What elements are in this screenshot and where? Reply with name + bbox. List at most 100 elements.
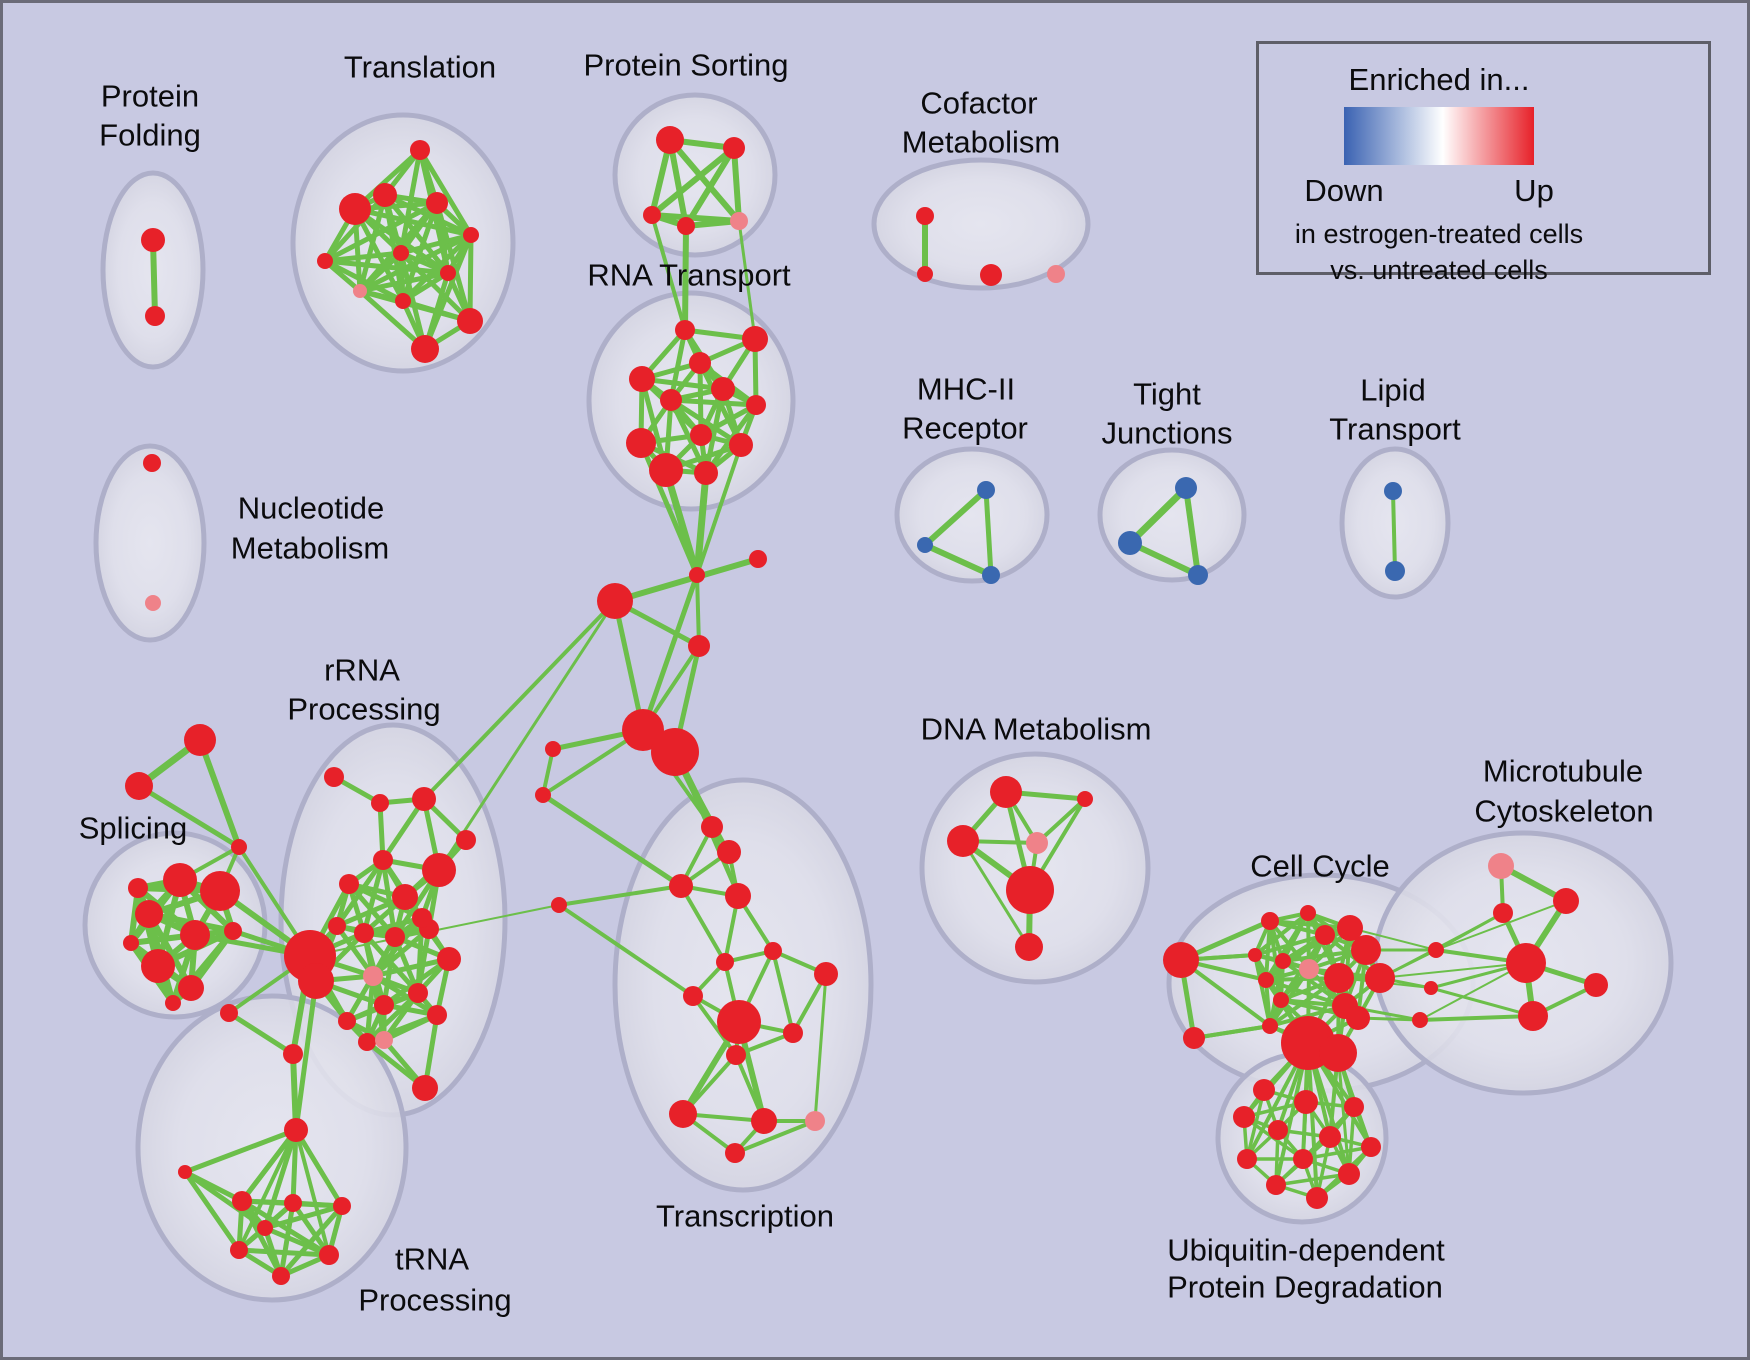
- node: [338, 1012, 356, 1030]
- node: [231, 839, 247, 855]
- node: [1275, 953, 1291, 969]
- edge-microtubule-cytoskeleton: [1435, 900, 1567, 951]
- node: [688, 635, 710, 657]
- node: [711, 377, 735, 401]
- node: [457, 308, 483, 334]
- edge-trna-processing: [262, 1127, 299, 1231]
- edge-transcription: [557, 903, 695, 998]
- edge-translation: [398, 250, 451, 276]
- node: [916, 207, 934, 225]
- node: [701, 816, 723, 838]
- node: [764, 942, 782, 960]
- edge-tight-junctions: [1126, 484, 1190, 547]
- node: [371, 794, 389, 812]
- cluster-label-protein-sorting: Protein Sorting: [583, 48, 788, 83]
- cluster-label-splicing: Splicing: [79, 811, 188, 846]
- network-canvas: Protein Folding Translation Protein Sorting…: [79, 48, 1674, 1318]
- edge-translation: [322, 250, 404, 264]
- node: [392, 884, 418, 910]
- cluster-label-rna-transport: RNA Transport: [587, 258, 791, 293]
- cluster-label-dna-metabolism: DNA Metabolism: [921, 712, 1152, 747]
- node: [1584, 973, 1608, 997]
- cluster-label-microtubule-cytoskeleton: Cytoskeleton: [1474, 794, 1653, 829]
- node: [1266, 1175, 1286, 1195]
- node: [393, 245, 409, 261]
- node: [746, 395, 766, 415]
- node: [742, 326, 768, 352]
- node: [677, 217, 695, 235]
- node: [412, 787, 436, 811]
- edge-mhc-ii-receptor: [983, 487, 994, 578]
- node: [1365, 963, 1395, 993]
- edge-trna-processing: [182, 1127, 299, 1175]
- node: [373, 850, 393, 870]
- node: [723, 137, 745, 159]
- edge-trna-processing: [237, 1128, 298, 1252]
- node: [651, 728, 699, 776]
- node: [1315, 925, 1335, 945]
- edge-translation: [322, 200, 440, 264]
- node: [143, 454, 161, 472]
- node: [1553, 888, 1579, 914]
- node: [1361, 1137, 1381, 1157]
- edge-translation: [400, 270, 451, 304]
- edge-trna-processing: [290, 1127, 299, 1206]
- edge-rrna-processing: [381, 956, 452, 1008]
- node: [1300, 905, 1316, 921]
- cluster-label-translation: Translation: [344, 50, 496, 85]
- node: [1261, 912, 1279, 930]
- cluster-labels: Protein Folding Translation Protein Sorting…: [79, 48, 1654, 1318]
- node: [1273, 992, 1289, 1008]
- edge-connectors: [197, 737, 242, 850]
- node: [1163, 942, 1199, 978]
- edge-transcription: [733, 1119, 817, 1155]
- node: [408, 983, 428, 1003]
- node: [1319, 1034, 1357, 1072]
- node: [128, 878, 148, 898]
- edge-transcription: [691, 994, 738, 1057]
- node: [440, 265, 456, 281]
- node: [410, 140, 430, 160]
- node: [783, 1023, 803, 1043]
- cluster-ellipse-protein-sorting: [612, 92, 778, 258]
- cluster-label-lipid-transport: Transport: [1329, 412, 1461, 447]
- node: [123, 935, 139, 951]
- cluster-label-rrna-processing: Processing: [287, 692, 440, 727]
- edge-trna-processing: [262, 1225, 332, 1258]
- edge-translation: [398, 232, 474, 256]
- cluster-label-protein-folding: Folding: [99, 118, 201, 153]
- node: [669, 874, 693, 898]
- edge-microtubule-cytoskeleton: [1418, 1014, 1535, 1022]
- node: [328, 917, 346, 935]
- edge-trna-processing: [182, 1169, 242, 1253]
- edge-microtubule-cytoskeleton: [1419, 962, 1527, 1021]
- node: [675, 320, 695, 340]
- node: [725, 1143, 745, 1163]
- node: [373, 183, 397, 207]
- node: [1306, 1187, 1328, 1209]
- network-nodes: [123, 126, 1608, 1285]
- node: [1248, 948, 1262, 962]
- node: [689, 567, 705, 583]
- node: [363, 966, 383, 986]
- node: [622, 709, 664, 751]
- edge-translation: [322, 258, 451, 276]
- node: [324, 767, 344, 787]
- node: [1488, 853, 1514, 879]
- node: [1412, 1012, 1428, 1028]
- edge-rrna-processing: [334, 923, 376, 979]
- node: [660, 389, 682, 411]
- cluster-label-tight-junctions: Junctions: [1102, 416, 1233, 451]
- node: [184, 724, 216, 756]
- edge-intercluster: [693, 469, 710, 579]
- edge-intercluster: [650, 213, 687, 332]
- edge-translation: [357, 288, 428, 352]
- node: [317, 253, 333, 269]
- edge-trna-processing: [226, 1010, 296, 1057]
- node: [717, 1000, 761, 1044]
- node: [339, 193, 371, 225]
- node: [717, 840, 741, 864]
- node: [1237, 1149, 1257, 1169]
- edge-rna-transport: [668, 397, 759, 408]
